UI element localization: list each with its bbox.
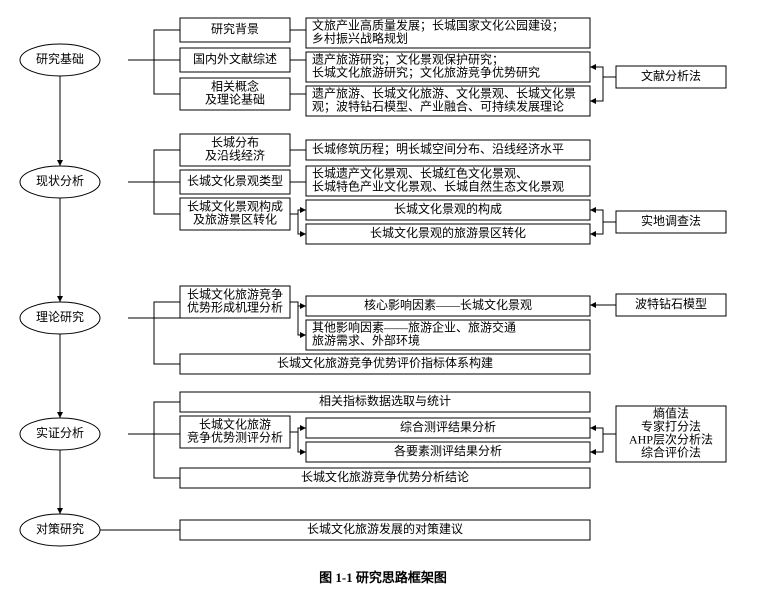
bracket-r	[298, 302, 306, 335]
box-text-me4: 综合评价法	[641, 444, 701, 459]
box-text-r3: 观；波特钻石模型、产业融合、可持续发展理论	[312, 98, 564, 113]
method-arrow	[590, 77, 603, 101]
box-text-m2: 国内外文献综述	[193, 51, 277, 66]
box-text-me1: 文献分析法	[641, 68, 701, 83]
stage-label-e4: 实证分析	[36, 425, 84, 440]
method-arrow	[590, 434, 603, 452]
bracket-r	[298, 214, 306, 234]
box-text-m3: 相关概念	[211, 78, 259, 93]
box-text-r16: 长城文化旅游发展的对策建议	[307, 521, 463, 536]
box-text-r15: 长城文化旅游竞争优势分析结论	[301, 469, 469, 484]
box-text-m6: 及旅游景区转化	[193, 211, 277, 226]
bracket	[128, 302, 180, 318]
bracket	[128, 402, 180, 434]
box-text-me4: AHP层次分析法	[629, 432, 713, 446]
box-text-m3: 及理论基础	[205, 92, 265, 106]
method-arrow	[590, 428, 616, 434]
box-text-m4: 长城分布	[211, 135, 259, 149]
box-text-r1: 文旅产业高质量发展；长城国家文化公园建设；	[312, 17, 564, 32]
box-text-r3: 遗产旅游、长城文化旅游、文化景观、长城文化景	[312, 85, 576, 100]
method-arrow	[590, 222, 603, 234]
box-text-me3: 波特钻石模型	[635, 296, 707, 311]
box-text-m5: 长城文化景观类型	[187, 173, 283, 188]
box-text-r2: 遗产旅游研究；文化景观保护研究；	[312, 51, 504, 66]
box-text-m9: 竞争优势测评分析	[187, 430, 283, 444]
bracket	[128, 150, 180, 182]
bracket-r	[298, 432, 306, 452]
figure-caption: 图 1-1 研究思路框架图	[319, 570, 447, 585]
box-text-r7: 长城文化景观的旅游景区转化	[370, 225, 526, 240]
bracket-r	[290, 428, 306, 432]
box-text-r5: 长城遗产文化景观、长城红色文化景观、	[312, 165, 528, 180]
box-text-r4: 长城修筑历程；明长城空间分布、沿线经济水平	[312, 141, 564, 156]
stage-label-e2: 现状分析	[36, 174, 84, 188]
box-text-r12: 相关指标数据选取与统计	[319, 393, 451, 408]
stage-label-e5: 对策研究	[36, 521, 84, 536]
box-text-m7: 优势形成机理分析	[187, 300, 283, 314]
bracket-r	[290, 210, 306, 214]
box-text-r6: 长城文化景观的构成	[394, 201, 502, 216]
method-arrow	[590, 210, 616, 222]
box-text-r10: 其他影响因素——旅游企业、旅游交通	[312, 319, 516, 334]
box-text-r14: 各要素测评结果分析	[394, 443, 502, 458]
box-text-me2: 实地调查法	[641, 213, 701, 228]
bracket	[154, 318, 180, 364]
box-text-r1: 乡村振兴战略规划	[312, 30, 408, 45]
box-text-r11: 长城文化旅游竞争优势评价指标体系构建	[277, 355, 493, 370]
box-text-me4: 专家打分法	[641, 418, 701, 433]
box-text-r9: 核心影响因素——长城文化景观	[364, 297, 532, 312]
stage-label-e3: 理论研究	[36, 309, 84, 324]
box-text-m4: 及沿线经济	[205, 147, 265, 162]
box-text-r2: 长城文化旅游研究；文化旅游竞争优势研究	[312, 64, 540, 79]
box-text-m7: 长城文化旅游竞争	[187, 286, 283, 301]
bracket	[154, 182, 180, 214]
bracket	[128, 30, 180, 60]
box-text-r5: 长城特色产业文化景观、长城自然生态文化景观	[312, 178, 564, 193]
bracket	[154, 434, 180, 478]
box-text-r13: 综合测评结果分析	[400, 419, 496, 434]
box-text-me4: 熵值法	[653, 405, 689, 420]
box-text-m9: 长城文化旅游	[199, 416, 271, 431]
box-text-m6: 长城文化景观构成	[187, 198, 283, 213]
box-text-m1: 研究背景	[211, 21, 259, 36]
stage-label-e1: 研究基础	[36, 51, 84, 66]
flowchart: 研究基础现状分析理论研究实证分析对策研究 研究背景国内外文献综述相关概念及理论基础…	[0, 0, 766, 604]
box-text-r10: 旅游需求、外部环境	[312, 332, 420, 347]
bracket	[154, 60, 180, 94]
method-arrow	[590, 67, 616, 77]
